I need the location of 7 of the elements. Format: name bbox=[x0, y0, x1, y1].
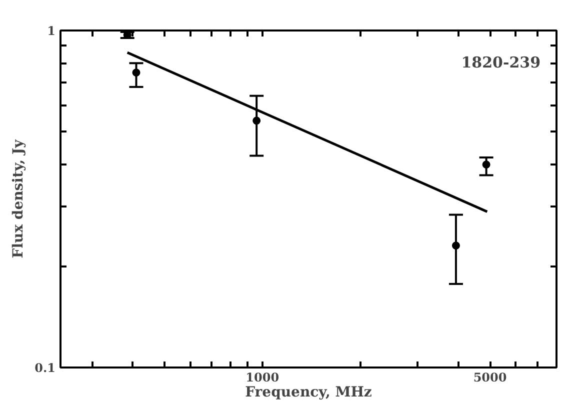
x-tick-label: 1000 bbox=[246, 370, 280, 384]
annotation: 1820-239 bbox=[461, 54, 541, 72]
y-axis-title: Flux density, Jy bbox=[10, 138, 27, 258]
y-tick-label: 0.1 bbox=[34, 361, 56, 375]
y-tick-label: 1 bbox=[47, 24, 56, 38]
x-tick-label: 5000 bbox=[473, 370, 507, 384]
x-axis-title: Frequency, MHz bbox=[245, 384, 372, 400]
